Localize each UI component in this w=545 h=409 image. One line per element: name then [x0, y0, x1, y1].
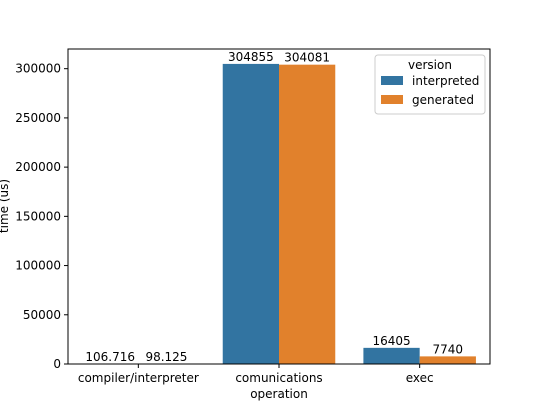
x-tick-label: comunications: [235, 371, 322, 385]
x-tick-label: exec: [406, 371, 434, 385]
bar-value-label: 304855: [228, 50, 274, 64]
y-tick-label: 300000: [15, 62, 61, 76]
legend-label-generated: generated: [412, 93, 474, 107]
bar-value-label: 304081: [284, 51, 330, 65]
bars-layer: [82, 63, 476, 365]
y-tick-label: 150000: [15, 209, 61, 223]
bar-value-label: 7740: [433, 342, 464, 356]
x-tick-label: compiler/interpreter: [78, 371, 199, 385]
bar-value-label: 98.125: [145, 350, 187, 364]
bar-generated-exec: [419, 356, 476, 364]
bar-labels-layer: 106.716 304855 16405 98.125 304081 7740: [85, 50, 463, 364]
legend-label-interpreted: interpreted: [412, 74, 479, 88]
legend-title: version: [408, 58, 452, 72]
bar-value-label: 106.716: [85, 350, 135, 364]
legend: version interpreted generated: [374, 54, 486, 115]
y-tick-label: 0: [53, 357, 61, 371]
legend-swatch-generated: [381, 95, 403, 104]
y-axis-title: time (us): [0, 179, 11, 233]
y-tick-label: 250000: [15, 111, 61, 125]
y-tick-label: 100000: [15, 259, 61, 273]
x-axis: compiler/interpreter comunications exec: [78, 364, 434, 385]
y-tick-label: 200000: [15, 160, 61, 174]
y-tick-label: 50000: [23, 308, 61, 322]
bar-interpreted-comunications: [222, 63, 279, 365]
x-axis-title: operation: [250, 387, 308, 401]
bar-interpreted-exec: [363, 347, 420, 364]
legend-swatch-interpreted: [381, 76, 403, 85]
y-axis: 0 50000 100000 150000 200000 250000 300000: [15, 62, 68, 371]
bar-value-label: 16405: [372, 334, 410, 348]
bar-generated-comunications: [279, 64, 336, 365]
